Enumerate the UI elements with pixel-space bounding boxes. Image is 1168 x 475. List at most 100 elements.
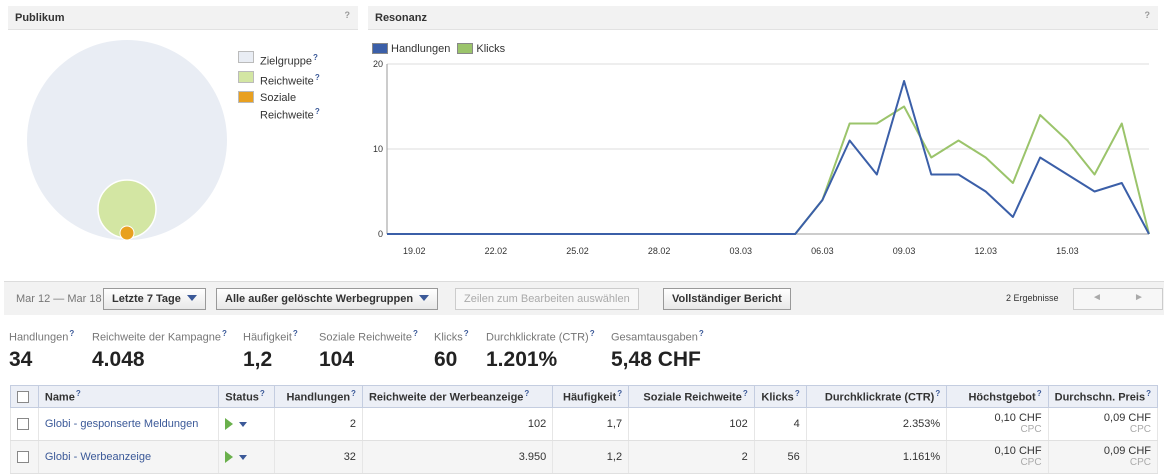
column-header-ctr[interactable]: Durchklickrate (CTR)? — [805, 385, 948, 408]
play-icon — [225, 418, 234, 431]
cell-hoechstgebot[interactable]: 0,10 CHF CPC — [946, 407, 1049, 441]
play-icon — [225, 451, 234, 464]
help-icon[interactable]: ? — [589, 329, 595, 338]
chevron-down-icon — [186, 295, 197, 301]
edit-rows-button[interactable]: Zeilen zum Bearbeiten auswählen — [455, 288, 639, 310]
resonanz-help-icon[interactable]: ? — [1144, 10, 1151, 20]
price-type: CPC — [1129, 424, 1151, 435]
x-tick-label: 09.03 — [893, 246, 916, 256]
table-row: Globi - gesponserte Meldungen 2 102 1,7 … — [10, 407, 1159, 441]
column-header-handlungen[interactable]: Handlungen? — [274, 385, 363, 408]
chevron-down-icon[interactable] — [239, 421, 248, 427]
chevron-down-icon[interactable] — [239, 454, 248, 460]
x-tick-label: 03.03 — [730, 246, 753, 256]
chevron-down-icon — [419, 295, 430, 301]
next-page-icon[interactable]: ► — [1134, 292, 1144, 303]
legend-swatch-soziale-reichweite — [238, 91, 254, 103]
cell-durchschn-preis: 0,09 CHF CPC — [1047, 407, 1159, 441]
stat-label: Klicks — [434, 331, 463, 344]
column-header-durchschn-preis[interactable]: Durchschn. Preis? — [1047, 385, 1159, 408]
x-tick-label: 25.02 — [566, 246, 589, 256]
stat-label: Handlungen — [9, 331, 69, 344]
x-tick-label: 22.02 — [485, 246, 508, 256]
resonanz-header: Resonanz ? — [368, 6, 1158, 30]
legend-label-soziale-line2: Reichweite — [260, 109, 314, 122]
bid-value: 0,10 CHF — [994, 412, 1042, 424]
x-tick-label: 12.03 — [974, 246, 997, 256]
cell-ctr: 1.161% — [805, 440, 948, 474]
resonanz-chart: 0 10 20 19.02 22.02 25.02 28.02 03.03 06.03 09.03… — [373, 59, 1150, 256]
results-count: 2 Ergebnisse — [1006, 293, 1059, 303]
resonanz-legend: Handlungen Klicks — [372, 43, 509, 55]
help-icon[interactable]: ? — [292, 329, 298, 338]
adgroup-name-link[interactable]: Globi - gesponserte Meldungen — [37, 407, 220, 441]
cell-hoechstgebot[interactable]: 0,10 CHF CPC — [946, 440, 1049, 474]
stat-value: 4.048 — [92, 347, 145, 371]
help-icon[interactable]: ? — [312, 53, 318, 62]
legend-label-klicks: Klicks — [476, 43, 506, 55]
bid-value: 0,10 CHF — [994, 445, 1042, 457]
full-report-button[interactable]: Vollständiger Bericht — [663, 288, 791, 310]
cell-haeufigkeit: 1,2 — [552, 440, 630, 474]
stat-label: Gesamtausgaben — [611, 331, 698, 344]
column-header-reichweite[interactable]: Reichweite der Werbeanzeige? — [361, 385, 554, 408]
stat-value: 5,48 CHF — [611, 347, 701, 371]
cell-soziale-reichweite: 2 — [628, 440, 755, 474]
column-header-haeufigkeit[interactable]: Häufigkeit? — [552, 385, 630, 408]
x-tick-label: 15.03 — [1056, 246, 1079, 256]
legend-swatch-reichweite — [238, 71, 254, 83]
stat-value: 1.201% — [486, 347, 558, 371]
pager: ◄ ► — [1073, 288, 1163, 310]
select-all-checkbox[interactable] — [17, 390, 29, 403]
x-tick-label: 28.02 — [648, 246, 671, 256]
stat-label: Reichweite der Kampagne — [92, 331, 222, 344]
legend-label-soziale-line1: Soziale — [260, 92, 297, 104]
help-icon[interactable]: ? — [69, 329, 75, 338]
filter-dropdown[interactable]: Alle außer gelöschte Werbegruppen — [216, 288, 439, 310]
cell-reichweite: 102 — [361, 407, 554, 441]
row-select — [10, 407, 39, 441]
stat-handlungen: Handlungen? 34 — [9, 329, 74, 372]
publikum-help-icon[interactable]: ? — [344, 10, 351, 20]
cell-ctr: 2.353% — [805, 407, 948, 441]
row-select — [10, 440, 39, 474]
column-header-status[interactable]: Status? — [218, 385, 276, 408]
cell-haeufigkeit: 1,7 — [552, 407, 630, 441]
soziale-reichweite-circle — [119, 225, 135, 241]
stat-klicks: Klicks? 60 — [434, 329, 469, 372]
adgroup-name-link[interactable]: Globi - Werbeanzeige — [37, 440, 220, 474]
price-value: 0,09 CHF — [1103, 445, 1151, 457]
period-dropdown[interactable]: Letzte 7 Tage — [103, 288, 206, 310]
bid-type: CPC — [1020, 457, 1042, 468]
help-icon[interactable]: ? — [314, 107, 320, 116]
legend-label-reichweite: Reichweite — [260, 75, 314, 88]
prev-page-icon[interactable]: ◄ — [1092, 292, 1102, 303]
column-header-name[interactable]: Name? — [37, 385, 220, 408]
column-header-soziale-reichweite[interactable]: Soziale Reichweite? — [628, 385, 755, 408]
stat-value: 1,2 — [243, 347, 273, 371]
help-icon[interactable]: ? — [222, 329, 227, 338]
legend-swatch-zielgruppe — [238, 51, 254, 63]
row-checkbox[interactable] — [17, 451, 29, 464]
y-tick-label: 0 — [378, 229, 383, 239]
status-cell[interactable] — [218, 407, 276, 441]
legend-item-handlungen: Handlungen — [372, 43, 450, 55]
stat-reichweite-kampagne: Reichweite der Kampagne? 4.048 — [92, 329, 227, 372]
series-line-handlungen — [387, 80, 1150, 235]
help-icon[interactable]: ? — [698, 329, 704, 338]
y-tick-label: 20 — [373, 59, 383, 69]
status-cell[interactable] — [218, 440, 276, 474]
table-row: Globi - Werbeanzeige 32 3.950 1,2 2 56 1… — [10, 440, 1159, 474]
stat-value: 60 — [434, 347, 458, 371]
period-dropdown-label: Letzte 7 Tage — [112, 293, 181, 305]
cell-reichweite: 3.950 — [361, 440, 554, 474]
column-header-klicks[interactable]: Klicks? — [753, 385, 807, 408]
bid-type: CPC — [1020, 424, 1042, 435]
help-icon[interactable]: ? — [412, 329, 418, 338]
column-header-hoechstgebot[interactable]: Höchstgebot? — [946, 385, 1049, 408]
help-icon[interactable]: ? — [463, 329, 469, 338]
help-icon[interactable]: ? — [314, 73, 320, 82]
stat-value: 104 — [319, 347, 355, 371]
row-checkbox[interactable] — [17, 418, 29, 431]
x-tick-label: 06.03 — [811, 246, 834, 256]
